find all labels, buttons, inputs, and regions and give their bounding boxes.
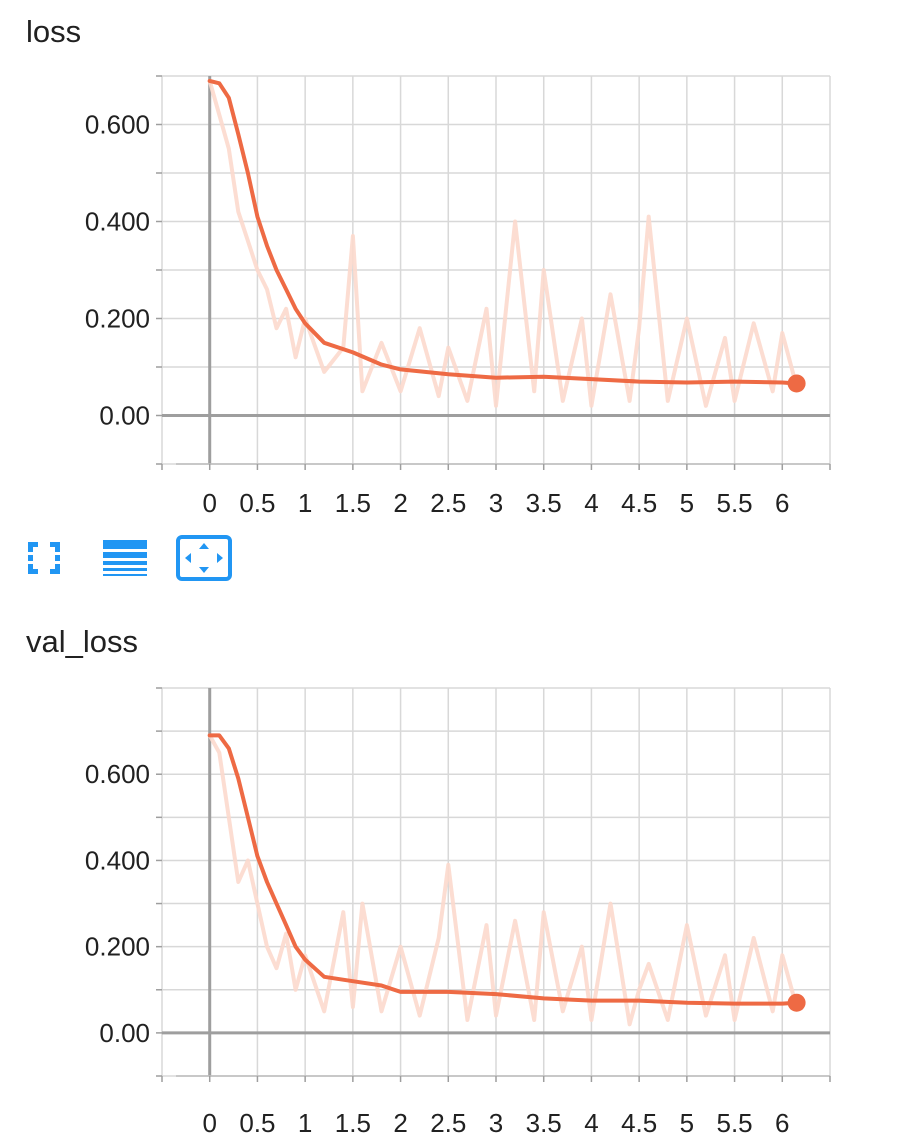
grid: [161, 687, 831, 1077]
smoothed-series-line: [207, 78, 799, 386]
x-tick-label: 1: [298, 1108, 312, 1138]
x-tick-label: 3: [489, 488, 503, 518]
fit-domain-icon[interactable]: [176, 535, 232, 581]
x-tick-label: 5.5: [716, 1108, 752, 1138]
x-tick-label: 5: [680, 1108, 694, 1138]
x-tick-label: 1: [298, 488, 312, 518]
y-tick-label: 0.600: [85, 759, 150, 789]
x-tick-label: 0: [202, 1108, 216, 1138]
x-tick-label: 0.5: [239, 1108, 275, 1138]
raw-series-line: [207, 78, 799, 408]
chart-title: val_loss: [26, 624, 138, 659]
toggle-y-log-icon[interactable]: [100, 536, 150, 580]
val-loss-chart[interactable]: 0 0.5 1 1.5 2 2.5 3 3.5 4 4.5 5 5.5 6 0.00 0.200 0.400 0…: [0, 610, 904, 1146]
y-tick-label: 0.200: [85, 304, 150, 334]
x-tick-label: 5.5: [716, 488, 752, 518]
y-tick-label: 0.400: [85, 845, 150, 875]
x-tick-label: 1.5: [335, 488, 371, 518]
raw-series-line: [207, 733, 799, 1027]
x-tick-label: 5: [680, 488, 694, 518]
x-tick-label: 1.5: [335, 1108, 371, 1138]
x-tick-label: 3.5: [526, 1108, 562, 1138]
chart-toolbar: [22, 534, 232, 582]
x-tick-label: 6: [775, 1108, 789, 1138]
x-tick-label: 2.5: [430, 488, 466, 518]
x-tick-label: 4.5: [621, 488, 657, 518]
x-tick-label: 4: [584, 488, 598, 518]
x-tick-label: 0: [202, 488, 216, 518]
y-tick-label: 0.00: [99, 401, 150, 431]
fullscreen-icon[interactable]: [22, 536, 66, 580]
x-tick-label: 4.5: [621, 1108, 657, 1138]
y-tick-label: 0.600: [85, 110, 150, 140]
grid: [161, 75, 831, 465]
x-tick-label: 2: [393, 1108, 407, 1138]
last-point-marker: [787, 374, 806, 393]
x-tick-label: 2: [393, 488, 407, 518]
y-tick-label: 0.00: [99, 1018, 150, 1048]
chart-title: loss: [26, 14, 82, 49]
y-tick-label: 0.400: [85, 207, 150, 237]
x-tick-label: 2.5: [430, 1108, 466, 1138]
x-tick-label: 3: [489, 1108, 503, 1138]
last-point-marker: [787, 993, 806, 1012]
x-tick-label: 0.5: [239, 488, 275, 518]
x-tick-label: 4: [584, 1108, 598, 1138]
smoothed-series-line: [207, 733, 799, 1006]
loss-chart[interactable]: 0 0.5 1 1.5 2 2.5 3 3.5 4 4.5 5 5.5 6 0.00 0.200 0.400 0…: [0, 0, 904, 530]
y-tick-label: 0.200: [85, 932, 150, 962]
x-tick-label: 3.5: [526, 488, 562, 518]
x-tick-label: 6: [775, 488, 789, 518]
